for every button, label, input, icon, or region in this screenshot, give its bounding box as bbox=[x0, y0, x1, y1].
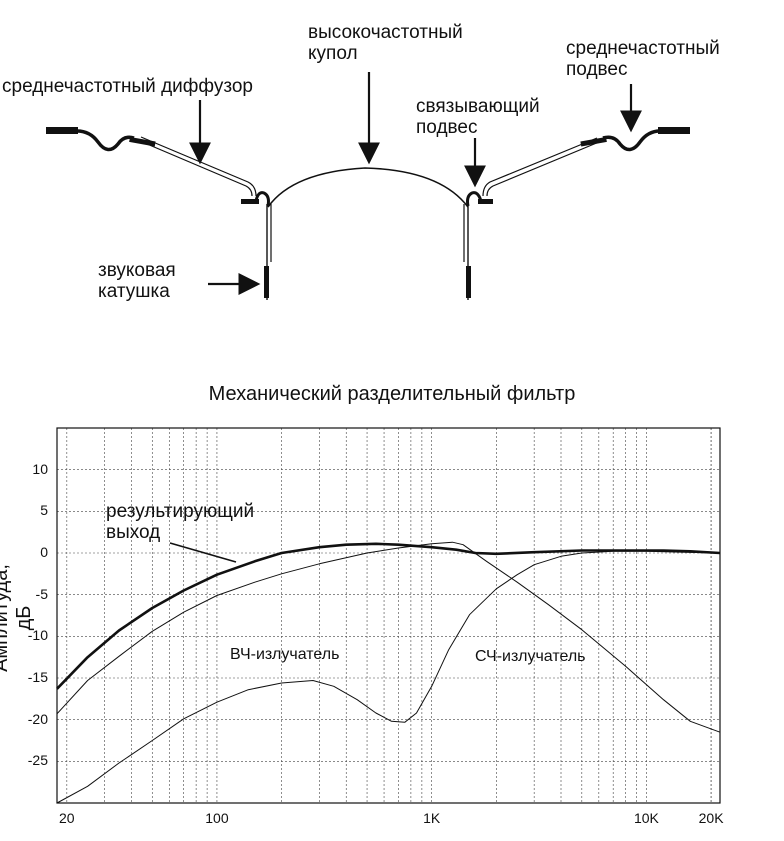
y-tick-label: 0 bbox=[40, 544, 48, 560]
y-tick-label: -25 bbox=[27, 752, 48, 769]
output-series-label-line1: результирующий bbox=[106, 501, 255, 522]
left-voice-coil bbox=[264, 204, 272, 300]
mid-suspension-label-line2: подвес bbox=[566, 59, 628, 80]
speaker-cross-section-diagram bbox=[46, 72, 690, 300]
coupling-suspension-label: связывающий подвес bbox=[416, 96, 540, 138]
left-coupling-suspension bbox=[241, 191, 270, 207]
series-line-2 bbox=[56, 550, 721, 804]
output-label-pointer bbox=[169, 542, 237, 563]
label-arrows bbox=[189, 72, 642, 295]
x-tick-label: 10K bbox=[633, 810, 659, 826]
x-tick-label: 100 bbox=[205, 810, 229, 826]
y-tick-label: -5 bbox=[35, 585, 48, 602]
y-tick-label: 5 bbox=[40, 502, 48, 519]
chart-title: Механический разделительный фильтр bbox=[208, 383, 576, 405]
left-mid-diffuser bbox=[139, 136, 257, 197]
x-tick-label: 20K bbox=[698, 810, 724, 826]
voice-coil-label: звуковая катушка bbox=[98, 260, 176, 302]
y-tick-label: -10 bbox=[27, 627, 48, 644]
chart-grid bbox=[57, 428, 720, 803]
y-tick-label: 10 bbox=[32, 460, 48, 477]
y-tick-label: -15 bbox=[27, 669, 48, 685]
hf-dome-label-line1: высокочастотный bbox=[308, 22, 463, 43]
chart-series bbox=[56, 541, 721, 804]
coupling-suspension-label-line2: подвес bbox=[416, 117, 478, 138]
voice-coil-label-line2: катушка bbox=[98, 281, 170, 302]
x-tick-label: 1K bbox=[423, 810, 441, 826]
right-voice-coil bbox=[463, 204, 471, 300]
coupling-suspension-label-line1: связывающий bbox=[416, 96, 540, 117]
mid-suspension-label-line1: среднечастотный bbox=[566, 38, 720, 59]
hf-dome-label-line2: купол bbox=[308, 43, 358, 64]
x-tick-label: 20 bbox=[59, 810, 75, 826]
hf-series-label: ВЧ-излучатель bbox=[230, 646, 340, 663]
mid-diffuser-label: среднечастотный диффузор bbox=[2, 76, 253, 97]
hf-dome bbox=[267, 167, 469, 208]
plot-frame bbox=[56, 427, 721, 804]
hf-dome-label: высокочастотный купол bbox=[308, 22, 463, 64]
series-line-1 bbox=[56, 541, 721, 733]
output-series-label-line2: выход bbox=[106, 522, 161, 543]
right-coupling-suspension bbox=[466, 191, 493, 207]
mid-series-label: СЧ-излучатель bbox=[475, 648, 586, 665]
mid-diffuser-label-text: среднечастотный диффузор bbox=[2, 76, 253, 97]
output-series-label: результирующий выход bbox=[106, 501, 254, 543]
voice-coil-label-line1: звуковая bbox=[98, 260, 176, 281]
right-outer-surround bbox=[580, 127, 690, 152]
series-line-0 bbox=[56, 542, 721, 690]
y-tick-label: -20 bbox=[27, 710, 48, 727]
mid-suspension-label: среднечастотный подвес bbox=[566, 38, 720, 80]
